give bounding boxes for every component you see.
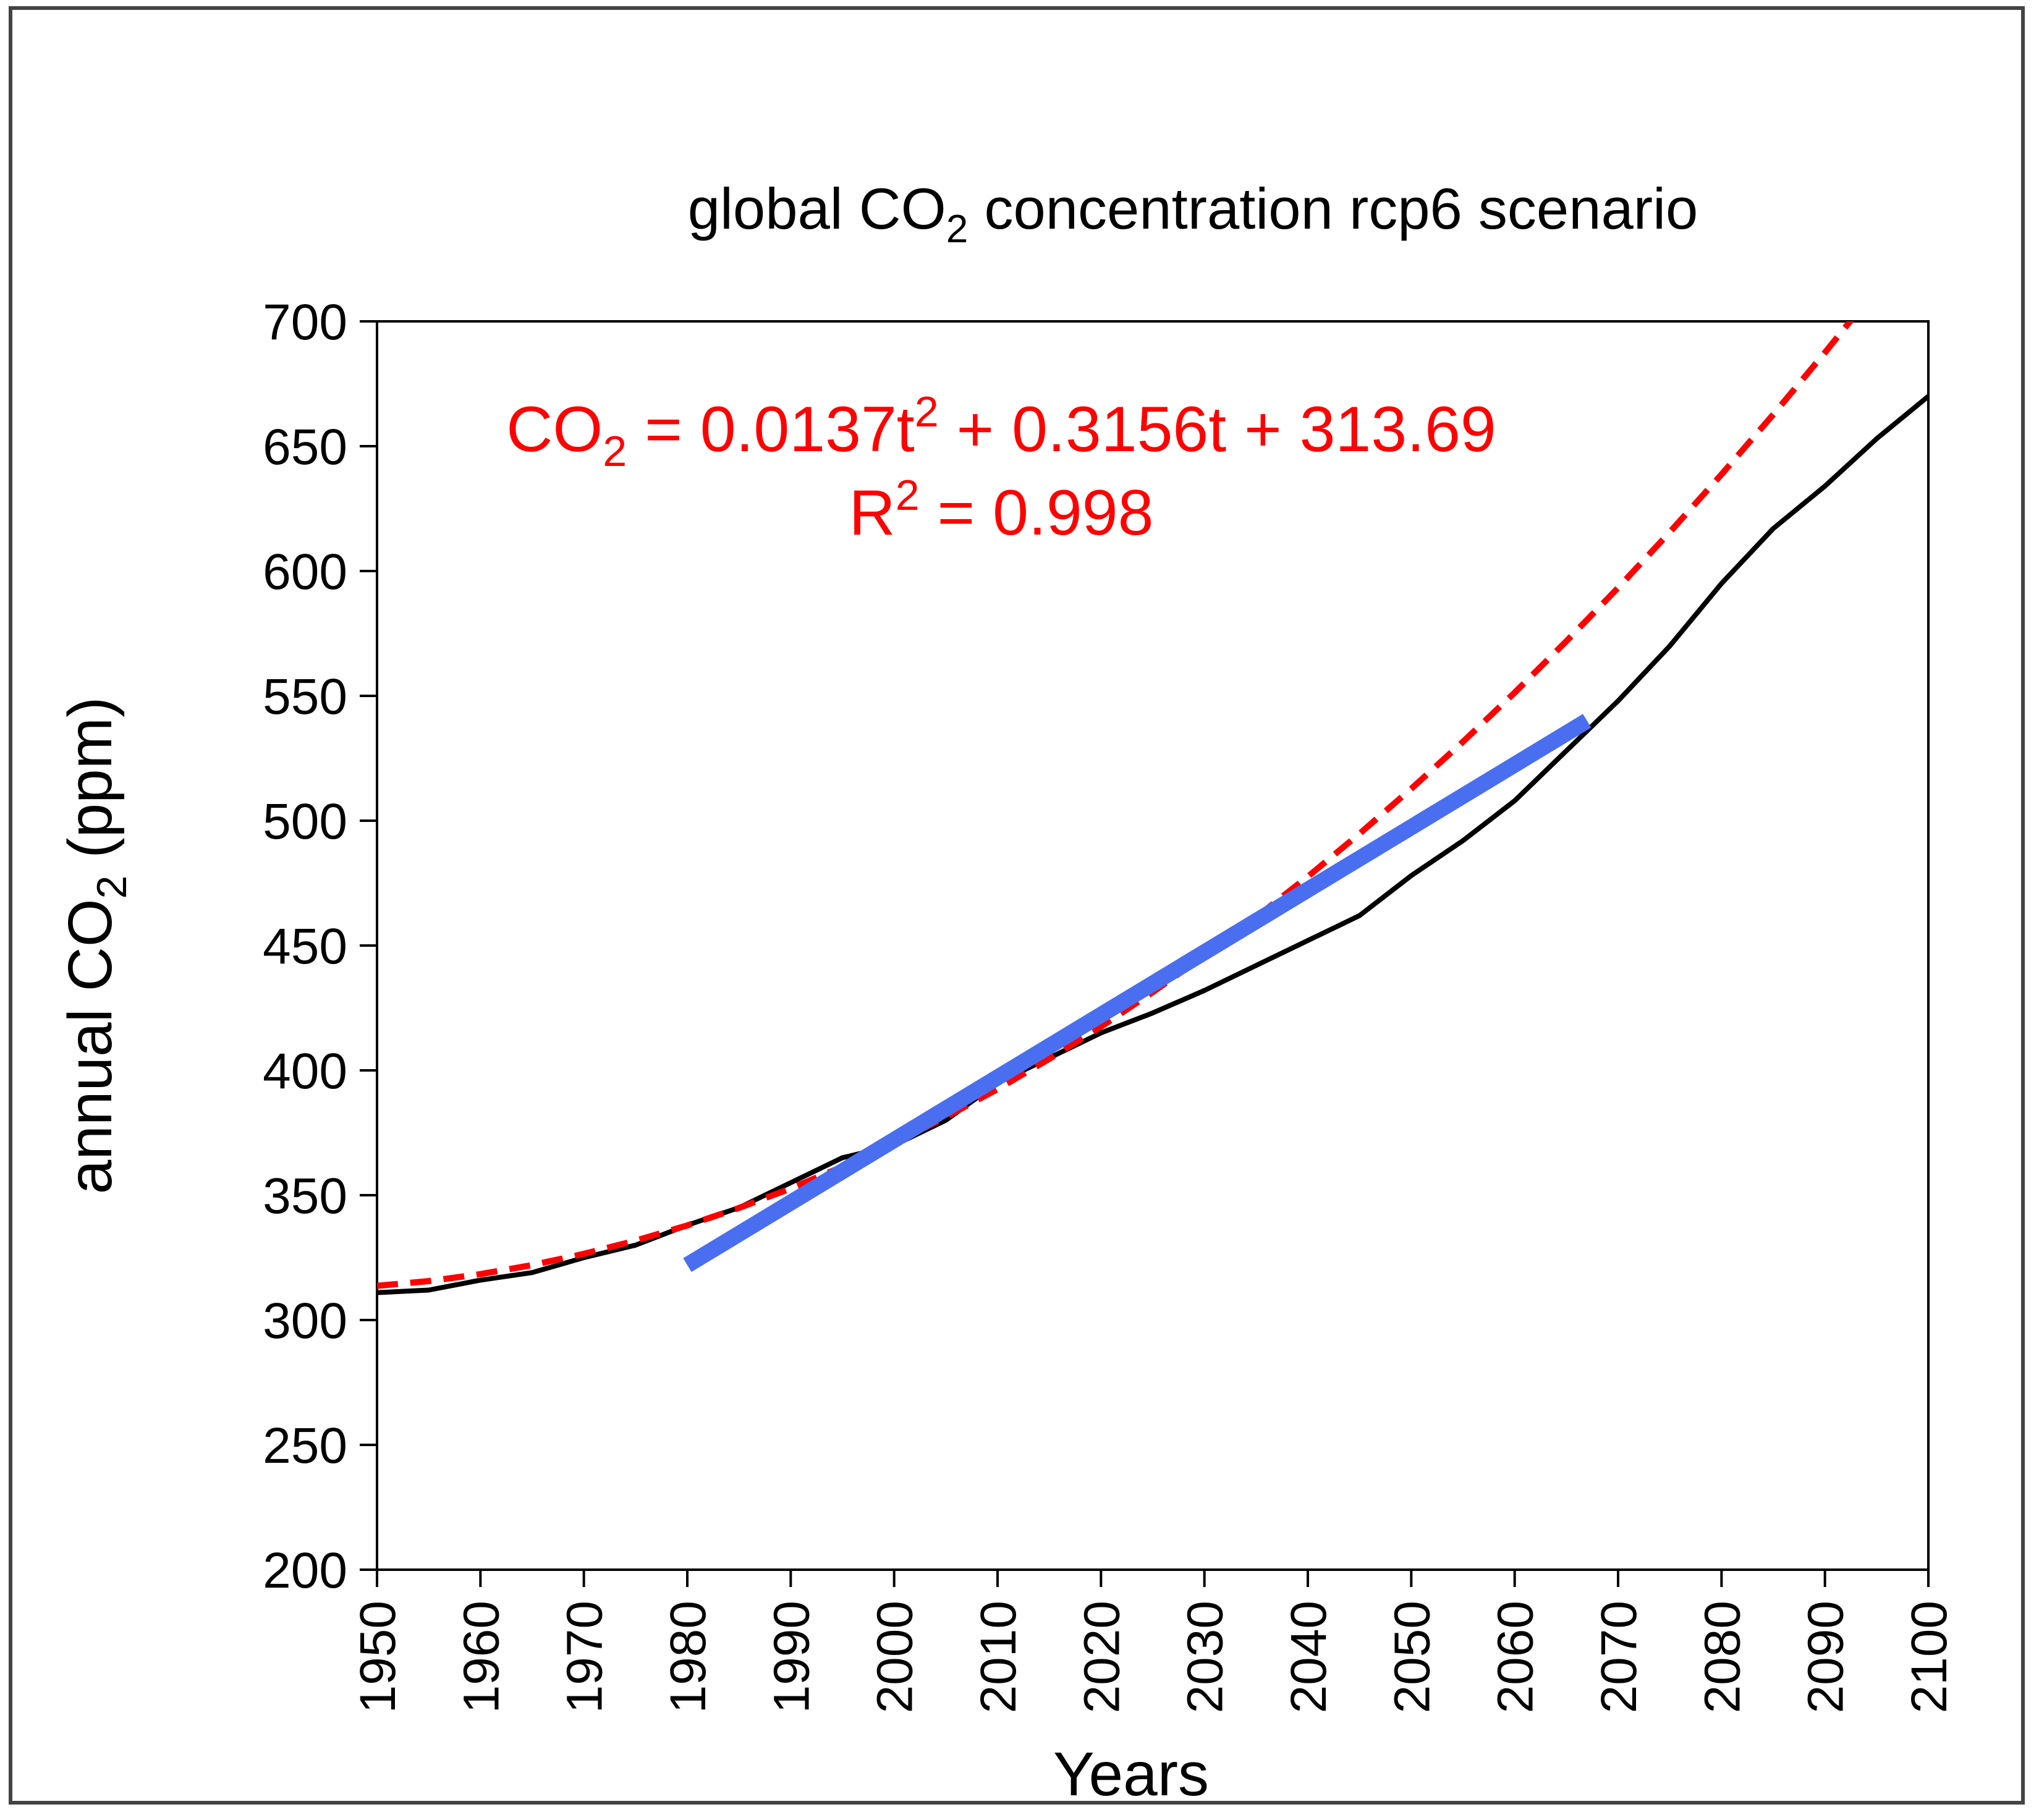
x-tick-label: 2020 [1074, 1601, 1130, 1713]
series-fit-dashed-line [377, 321, 1854, 1289]
series-observed-line [377, 394, 1928, 1295]
x-tick-label: 1970 [557, 1601, 613, 1713]
y-tick-label: 550 [263, 669, 347, 725]
x-tick-label: 2050 [1384, 1601, 1440, 1713]
y-tick-label: 500 [263, 794, 347, 850]
series-layer [377, 321, 1928, 1295]
r-squared-label: R2 = 0.998 [849, 471, 1154, 549]
x-tick-label: 2040 [1281, 1601, 1337, 1713]
x-tick-label: 2080 [1694, 1601, 1750, 1713]
y-axis-label: annual CO2 (ppm) [56, 697, 135, 1195]
y-axis-ticks: 200 250 300 350 400 450 500 550 600 650 700 [263, 294, 377, 1599]
y-tick-label: 650 [263, 419, 347, 475]
x-tick-label: 2000 [867, 1601, 923, 1713]
y-tick-label: 200 [263, 1543, 347, 1599]
y-tick-label: 250 [263, 1418, 347, 1474]
figure-frame [9, 6, 2025, 1805]
x-tick-label: 1950 [350, 1601, 406, 1713]
x-tick-label: 1980 [660, 1601, 716, 1713]
x-tick-label: 1990 [763, 1601, 820, 1713]
y-tick-label: 300 [263, 1293, 347, 1349]
y-tick-label: 600 [263, 544, 347, 600]
regression-equation: CO2 = 0.0137t2 + 0.3156t + 313.69 [506, 387, 1496, 475]
x-axis-label: Years [1053, 1740, 1209, 1809]
y-tick-label: 400 [263, 1043, 347, 1099]
x-tick-label: 2010 [970, 1601, 1027, 1713]
x-tick-label: 2070 [1591, 1601, 1647, 1713]
y-tick-label: 450 [263, 918, 347, 975]
x-tick-label: 1960 [453, 1601, 509, 1713]
chart-title: global CO2 concentration rcp6 scenario [688, 176, 1698, 251]
series-linear-trend-line [683, 714, 1592, 1272]
x-tick-label: 2060 [1488, 1601, 1544, 1713]
y-tick-label: 700 [263, 294, 347, 350]
y-tick-label: 350 [263, 1168, 347, 1224]
x-tick-label: 2030 [1177, 1601, 1234, 1713]
x-tick-label: 2100 [1901, 1601, 1957, 1713]
x-axis-ticks: 1950 1960 1970 1980 1990 2000 2010 2020 2030 2040… [350, 1570, 1957, 1713]
x-tick-label: 2090 [1798, 1601, 1854, 1713]
